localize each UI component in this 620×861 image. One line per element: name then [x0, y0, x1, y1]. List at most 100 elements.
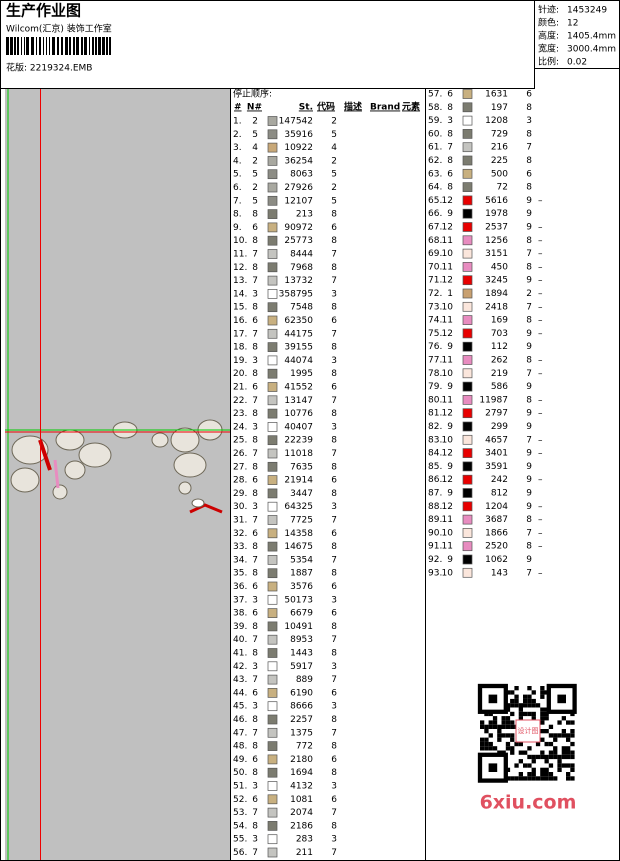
needle: 8 [252, 622, 258, 632]
qr-cell [531, 776, 536, 781]
stitches: 772 [296, 742, 313, 752]
needle: 6 [252, 688, 258, 698]
qr-cell [510, 698, 515, 704]
qr-cell [527, 754, 532, 760]
qr-cell [561, 729, 566, 734]
qr-cell [510, 720, 515, 725]
qr-cell [497, 729, 502, 734]
row-number: 5. [233, 170, 242, 180]
qr-cell [557, 759, 562, 764]
swatch [267, 767, 278, 778]
code: 2 [526, 289, 532, 299]
code: 8 [331, 343, 337, 353]
row-number: 44. [233, 688, 247, 698]
row-number: 6. [233, 183, 242, 193]
needle: 12 [442, 223, 453, 233]
swatch [462, 434, 473, 445]
row-number: 38. [233, 609, 247, 619]
code: 8 [331, 236, 337, 246]
flag: – [538, 249, 543, 259]
code: 8 [526, 103, 532, 113]
stitches: 1894 [485, 289, 508, 299]
code: 8 [331, 436, 337, 446]
info-label: 高度: [538, 30, 559, 42]
stitches: 3447 [290, 489, 313, 499]
qr-cell [553, 746, 558, 751]
qr-cell [527, 746, 532, 751]
qr-cell [527, 698, 532, 704]
needle: 11 [442, 316, 453, 326]
needle: 10 [442, 435, 454, 445]
swatch [267, 328, 278, 339]
code: 8 [331, 622, 337, 632]
needle: 8 [252, 236, 258, 246]
swatch [462, 208, 473, 219]
swatch [462, 381, 473, 392]
swatch [267, 182, 278, 193]
needle: 10 [442, 302, 454, 312]
qr-cell [527, 711, 532, 717]
needle: 6 [252, 582, 258, 592]
qr-finder [488, 694, 498, 704]
qr-cell [544, 759, 549, 764]
swatch [462, 155, 473, 166]
row-number: 23. [233, 409, 247, 419]
bar [84, 37, 87, 55]
stitches: 729 [491, 129, 508, 139]
bar [109, 37, 111, 55]
needle: 7 [252, 808, 258, 818]
qr-cell [548, 733, 554, 738]
needle: 8 [252, 210, 258, 220]
swatch [267, 608, 278, 618]
row-number: 66. [428, 209, 442, 219]
swatch [267, 448, 278, 459]
bar [57, 37, 59, 55]
swatch [462, 168, 473, 179]
needle: 12 [442, 329, 453, 339]
needle: 11 [442, 236, 453, 246]
row-number: 21. [233, 383, 247, 393]
needle: 8 [252, 569, 258, 579]
row-number: 31. [233, 516, 247, 526]
qr-cell [531, 767, 536, 772]
swatch [462, 541, 473, 552]
needle: 8 [252, 263, 258, 273]
stitches: 39155 [284, 343, 313, 353]
code: 9 [526, 422, 532, 432]
qr-cell [510, 703, 515, 708]
row-number: 16. [233, 316, 247, 326]
code: 6 [331, 476, 337, 486]
qr-cell [505, 720, 511, 725]
code: 5 [331, 170, 337, 180]
swatch [267, 648, 278, 658]
stitches: 812 [491, 489, 508, 499]
stitches: 219 [491, 369, 508, 379]
row-number: 83. [428, 435, 442, 445]
needle: 10 [442, 528, 454, 538]
swatch [267, 701, 278, 712]
row-number: 93. [428, 568, 442, 578]
needle: 3 [252, 422, 258, 432]
swatch [462, 355, 473, 365]
design-file: 花版: 2219324.EMB [6, 62, 92, 74]
stitches: 4132 [290, 782, 313, 792]
needle: 10 [442, 369, 454, 379]
qr-cell [497, 733, 502, 738]
swatch [462, 368, 473, 379]
qr-cell [570, 767, 575, 772]
bar [76, 37, 79, 55]
qr-cell [531, 772, 536, 777]
bar [65, 37, 68, 55]
row-number: 84. [428, 449, 442, 459]
code: 9 [526, 223, 532, 233]
row-number: 20. [233, 369, 247, 379]
needle: 7 [252, 449, 258, 459]
qr-cell [510, 690, 515, 695]
qr-cell [523, 750, 528, 755]
swatch [462, 89, 473, 99]
swatch [267, 807, 278, 818]
needle: 2 [252, 117, 258, 127]
row-number: 75. [428, 329, 442, 339]
row-number: 60. [428, 129, 442, 139]
row-number: 32. [233, 529, 247, 539]
